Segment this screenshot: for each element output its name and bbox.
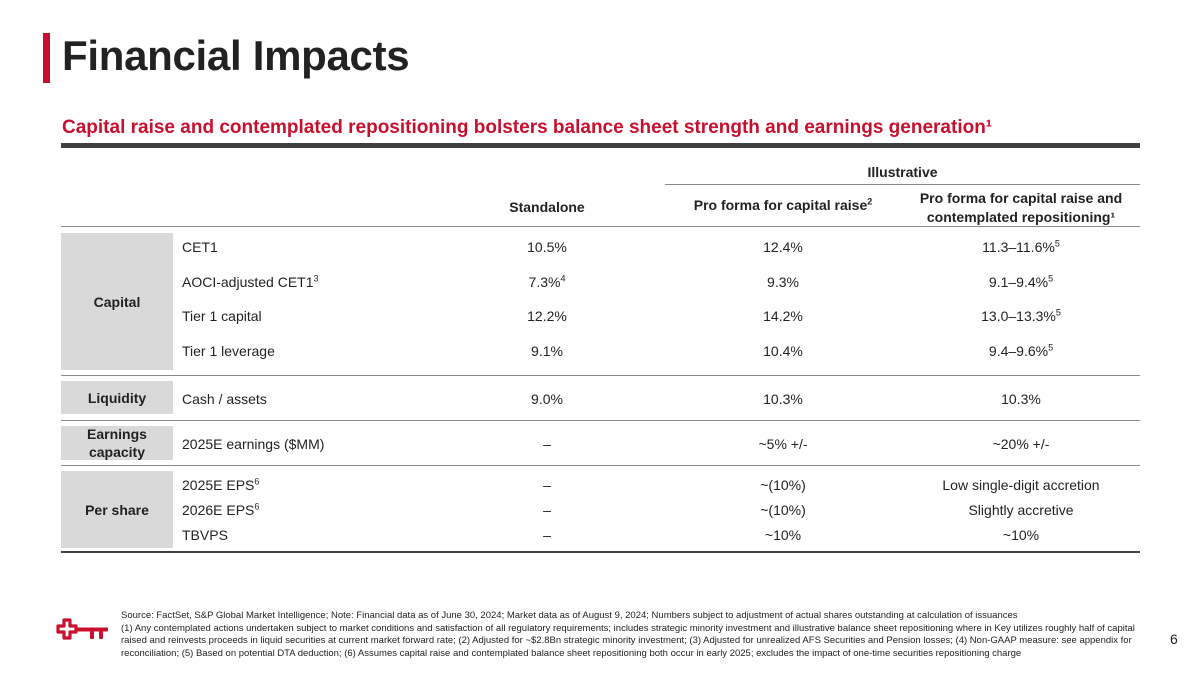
cell-pro-forma-capital: 9.3%: [767, 274, 799, 290]
illustrative-divider: [665, 184, 1140, 185]
cell-pro-forma-repositioning: ~10%: [1002, 527, 1040, 543]
cell-standalone: 9.0%: [531, 391, 563, 407]
section-rule: [61, 420, 1140, 421]
cell-standalone: 12.2%: [527, 308, 567, 324]
cell-pro-forma-capital: 14.2%: [763, 308, 803, 324]
cell-standalone: 9.1%: [531, 343, 563, 359]
row-label: 2026E EPS6: [182, 501, 260, 518]
section-rule: [61, 375, 1140, 376]
source-note: Source: FactSet, S&P Global Market Intel…: [121, 610, 1018, 621]
header-pro-forma-repositioning: Pro forma for capital raise and contempl…: [919, 190, 1123, 225]
page-title: Financial Impacts: [62, 32, 410, 79]
footnotes: Source: FactSet, S&P Global Market Intel…: [121, 610, 1141, 660]
cell-standalone: 7.3%4: [528, 273, 566, 290]
cell-standalone: –: [543, 436, 551, 452]
row-label: 2025E earnings ($MM): [182, 436, 325, 452]
header-rule: [61, 226, 1140, 227]
cell-pro-forma-repositioning: 10.3%: [1001, 391, 1041, 407]
row-label: 2025E EPS6: [182, 476, 260, 493]
row-label: Tier 1 capital: [182, 308, 262, 324]
cell-pro-forma-capital: ~(10%): [760, 502, 806, 518]
cell-pro-forma-capital: 10.4%: [763, 343, 803, 359]
cell-standalone: –: [543, 502, 551, 518]
cell-standalone: 10.5%: [527, 239, 567, 255]
cell-pro-forma-repositioning: 9.4–9.6%5: [988, 342, 1054, 359]
category-earnings-capacity: Earnings capacity: [61, 426, 173, 460]
cell-pro-forma-repositioning: 9.1–9.4%5: [988, 273, 1054, 290]
row-label: TBVPS: [182, 527, 228, 543]
category-liquidity: Liquidity: [61, 381, 173, 414]
illustrative-group-header: Illustrative: [867, 164, 938, 180]
row-label: Cash / assets: [182, 391, 267, 407]
row-label: CET1: [182, 239, 218, 255]
table-bottom-rule: [61, 551, 1140, 553]
cell-pro-forma-capital: 12.4%: [763, 239, 803, 255]
cell-pro-forma-capital: 10.3%: [763, 391, 803, 407]
cell-standalone: –: [543, 527, 551, 543]
cell-pro-forma-repositioning: Slightly accretive: [968, 502, 1074, 518]
cell-pro-forma-capital: ~5% +/-: [758, 436, 808, 452]
cell-pro-forma-repositioning: ~20% +/-: [992, 436, 1050, 452]
cell-pro-forma-repositioning: 13.0–13.3%5: [981, 307, 1061, 324]
cell-pro-forma-repositioning: 11.3–11.6%5: [982, 238, 1060, 255]
cell-pro-forma-repositioning: Low single-digit accretion: [942, 477, 1100, 493]
category-capital: Capital: [61, 233, 173, 370]
key-logo-icon: [56, 618, 108, 640]
row-label: AOCI-adjusted CET13: [182, 273, 319, 290]
numbered-notes: (1) Any contemplated actions undertaken …: [121, 622, 1135, 659]
category-per-share: Per share: [61, 471, 173, 548]
row-label: Tier 1 leverage: [182, 343, 275, 359]
cell-pro-forma-capital: ~10%: [764, 527, 802, 543]
header-standalone: Standalone: [509, 199, 585, 215]
page-subtitle: Capital raise and contemplated repositio…: [62, 117, 993, 138]
cell-standalone: –: [543, 477, 551, 493]
header-divider: [61, 143, 1140, 148]
page-number: 6: [1170, 631, 1178, 647]
cell-pro-forma-capital: ~(10%): [760, 477, 806, 493]
header-pro-forma-capital: Pro forma for capital raise2: [693, 196, 873, 213]
section-rule: [61, 465, 1140, 466]
title-accent-bar: [43, 33, 50, 83]
